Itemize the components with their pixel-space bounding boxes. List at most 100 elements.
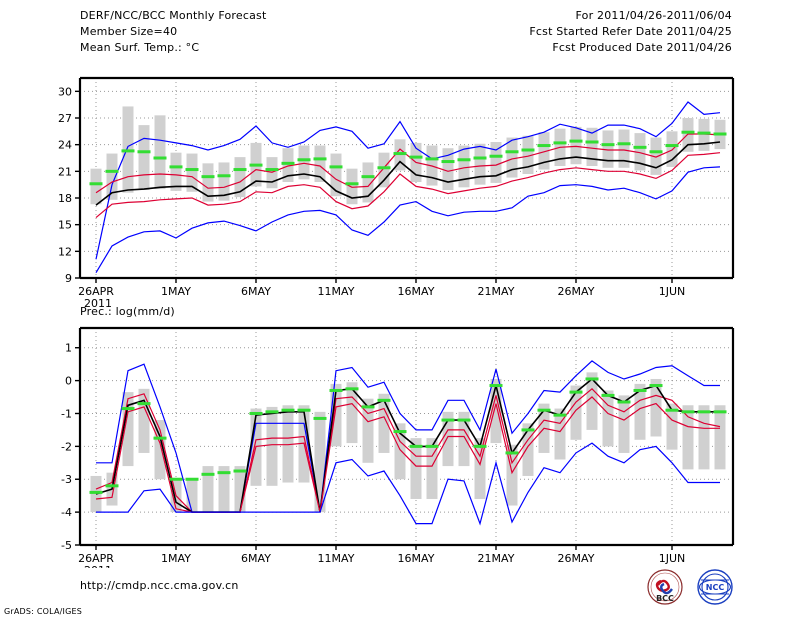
observed-dash <box>329 165 343 169</box>
ensemble-range-bar <box>490 142 502 183</box>
ensemble-range-bar <box>106 153 118 200</box>
ensemble-range-bar <box>394 423 406 480</box>
observed-dash <box>153 436 167 440</box>
ensemble-range-bar <box>234 157 246 198</box>
y-axis-tick-label: 12 <box>58 245 72 258</box>
observed-dash <box>649 384 663 388</box>
forecast-start-label: Fcst Started Refer Date 2011/04/25 <box>529 25 732 38</box>
observed-dash <box>409 155 423 159</box>
y-axis-tick-label: 1 <box>65 342 72 355</box>
observed-dash <box>521 428 535 432</box>
observed-dash <box>265 410 279 414</box>
ensemble-range-bar <box>314 145 326 182</box>
y-axis-tick-label: 30 <box>58 85 72 98</box>
y-axis-tick-label: 9 <box>65 272 72 285</box>
ensemble-range-bar <box>474 143 486 185</box>
x-axis-tick-label: 6MAY <box>241 552 271 565</box>
ensemble-range-bar <box>90 475 102 513</box>
ensemble-range-bar <box>346 168 358 205</box>
ensemble-range-bar <box>330 383 342 447</box>
ensemble-range-bar <box>570 126 582 165</box>
x-axis-tick-label: 21MAY <box>478 285 515 298</box>
ensemble-range-bar <box>618 129 630 168</box>
observed-dash <box>457 418 471 422</box>
ensemble-range-bar <box>410 438 422 499</box>
precipitation-panel-title: Prec.: log(mm/d) <box>80 305 175 318</box>
ensemble-range-bar <box>698 405 710 470</box>
series-min <box>95 166 721 274</box>
observed-dash <box>457 158 471 162</box>
observed-dash <box>505 451 519 455</box>
ensemble-range-bar <box>602 390 614 447</box>
x-axis-tick-label: 6MAY <box>241 285 271 298</box>
ensemble-range-bar <box>634 133 646 171</box>
x-axis-tick-label: 1JUN <box>659 285 686 298</box>
ensemble-range-bar <box>122 392 134 467</box>
x-axis-tick-label: 11MAY <box>318 285 355 298</box>
y-axis-tick-label: 0 <box>65 375 72 388</box>
observed-dash <box>345 182 359 186</box>
y-axis-tick-label: 15 <box>58 219 72 232</box>
ensemble-range-bar <box>282 405 294 483</box>
ensemble-range-bar <box>154 115 166 190</box>
observed-dash <box>281 161 295 165</box>
y-axis-tick-label: -4 <box>61 506 72 519</box>
x-axis-tick-label: 21MAY <box>478 552 515 565</box>
observed-dash <box>521 148 535 152</box>
observed-dash <box>569 390 583 394</box>
member-size-label: Member Size=40 <box>80 25 178 38</box>
ensemble-range-bar <box>362 398 374 463</box>
observed-dash <box>601 393 615 397</box>
observed-dash <box>121 407 135 411</box>
series-q75 <box>95 133 721 194</box>
observed-dash <box>185 477 199 481</box>
series-min <box>96 442 720 526</box>
ensemble-range-bar <box>682 405 694 470</box>
ensemble-range-bar <box>602 130 614 168</box>
observed-dash <box>617 142 631 146</box>
ensemble-range-bar <box>506 137 518 178</box>
observed-dash <box>553 413 567 417</box>
observed-dash <box>313 157 327 161</box>
x-axis-tick-label: 26MAY <box>558 552 595 565</box>
x-axis-tick-label: 26APR <box>78 285 114 298</box>
observed-dash <box>537 408 551 412</box>
temperature-chart: 9 12 15 18 21 24 27 30 26APR 1MAY 6MAY 11MAY 16MAY 21… <box>58 76 735 310</box>
source-url[interactable]: http://cmdp.ncc.cma.gov.cn <box>80 579 239 592</box>
observed-dash <box>233 469 247 473</box>
series-q25 <box>95 152 721 219</box>
observed-dash <box>617 400 631 404</box>
ensemble-range-bar <box>362 162 374 203</box>
observed-dash <box>105 169 119 173</box>
observed-dash <box>697 410 711 414</box>
ensemble-range-bar <box>170 152 182 191</box>
observed-dash <box>393 430 407 434</box>
observed-dash <box>217 471 231 475</box>
ensemble-range-bar <box>330 153 342 197</box>
observed-dash <box>585 140 599 144</box>
ensemble-range-bar <box>218 466 230 513</box>
observed-dash <box>697 131 711 135</box>
ensemble-range-bar <box>458 411 470 467</box>
ensemble-range-bar <box>682 118 694 152</box>
observed-dash <box>89 490 103 494</box>
observed-dash <box>121 149 135 153</box>
ensemble-range-bar <box>90 168 102 205</box>
x-axis-tick-label: 16MAY <box>398 552 435 565</box>
observed-dash <box>377 166 391 170</box>
ensemble-range-bar <box>650 137 662 175</box>
ncc-logo-icon: NCC <box>697 569 733 605</box>
ensemble-range-bar <box>426 438 438 499</box>
ensemble-range-bar <box>586 372 598 430</box>
ensemble-range-bar <box>298 145 310 180</box>
observed-dash <box>265 168 279 172</box>
observed-dash <box>425 444 439 448</box>
ensemble-range-bar <box>442 411 454 467</box>
x-axis-year-label: 2011 <box>84 564 112 568</box>
y-axis-tick-label: 24 <box>58 139 72 152</box>
observed-dash <box>537 144 551 148</box>
ensemble-range-bar <box>506 444 518 506</box>
ensemble-range-bar <box>666 131 678 167</box>
ensemble-range-bar <box>586 127 598 166</box>
x-axis-tick-label: 16MAY <box>398 285 435 298</box>
